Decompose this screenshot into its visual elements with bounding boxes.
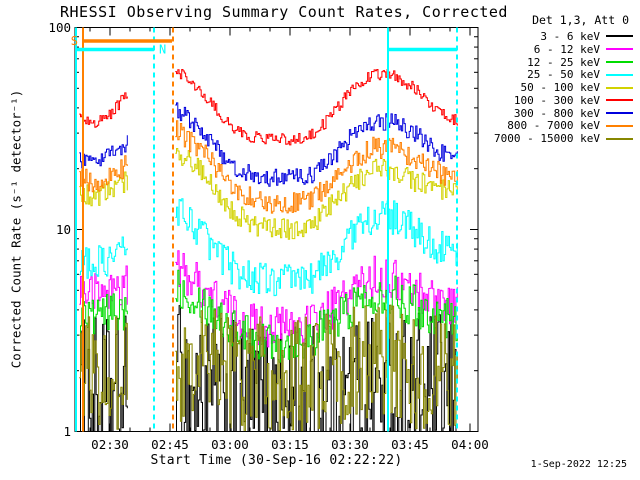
series-12-25keV [79, 293, 128, 336]
legend-item-label: 25 - 50 keV [527, 68, 600, 82]
axes-group: 02:30 02:45 03:00 03:15 03:30 03:45 04:00 100 10… [48, 20, 488, 452]
legend-item-label: 800 - 7000 keV [507, 119, 600, 133]
series-12-25keV [175, 269, 458, 363]
chart-title: RHESSI Observing Summary Count Rates, Co… [60, 3, 508, 21]
legend-item: 100 - 300 keV [420, 94, 635, 107]
series-7000-15000keV [79, 316, 128, 430]
x-tick-label: 03:30 [331, 437, 369, 452]
legend-rows: 3 - 6 keV 6 - 12 keV 12 - 25 keV 25 - 50 ke… [420, 30, 635, 145]
x-tick-label: 03:15 [271, 437, 309, 452]
series-25-50keV [79, 236, 128, 279]
series-300-800keV [175, 102, 458, 187]
y-tick-label: 10 [56, 222, 71, 237]
legend-item-label: 300 - 800 keV [513, 106, 600, 120]
series-800-7000keV [175, 120, 458, 214]
night-label: N [159, 43, 166, 57]
y-tick-label: 100 [48, 20, 71, 35]
legend-item: 300 - 800 keV [420, 107, 635, 120]
x-tick-label: 02:30 [91, 437, 129, 452]
legend-title: Det 1,3, Att 0 [532, 13, 629, 27]
series-25-50keV [175, 198, 458, 297]
series-50-100keV [79, 171, 128, 207]
x-tick-label: 02:45 [151, 437, 189, 452]
legend-item: 7000 - 15000 keV [420, 132, 635, 145]
series-6-12keV [79, 265, 128, 309]
legend-color-line [606, 35, 633, 38]
legend-color-line [606, 112, 633, 115]
y-tick-label: 1 [63, 424, 71, 439]
legend-color-line [606, 48, 633, 51]
legend-item: 12 - 25 keV [420, 56, 635, 69]
series-3-6keV [79, 315, 128, 432]
legend-color-line [606, 124, 633, 127]
legend-color-line [606, 137, 633, 140]
legend-item: 3 - 6 keV [420, 30, 635, 43]
series-group [79, 69, 458, 432]
legend-item: 800 - 7000 keV [420, 119, 635, 133]
x-tick-label: 03:00 [211, 437, 249, 452]
legend-color-line [606, 86, 633, 89]
legend-item-label: 100 - 300 keV [513, 93, 600, 107]
overlays-group: SN [71, 27, 458, 432]
saa-label: S [71, 34, 78, 48]
series-800-7000keV [79, 155, 128, 193]
legend-color-line [606, 99, 633, 102]
legend-item-label: 6 - 12 keV [533, 42, 600, 56]
series-50-100keV [175, 148, 458, 240]
legend-item: 6 - 12 keV [420, 43, 635, 56]
legend-color-line [606, 73, 633, 76]
series-7000-15000keV [175, 304, 458, 432]
series-6-12keV [175, 250, 458, 348]
series-100-300keV [175, 69, 458, 146]
legend-color-line [606, 60, 633, 63]
legend: Det 1,3, Att 0 3 - 6 keV 6 - 12 keV 12 - 2… [420, 13, 635, 145]
legend-item-label: 7000 - 15000 keV [494, 132, 600, 146]
series-100-300keV [79, 92, 128, 128]
series-300-800keV [79, 135, 128, 169]
legend-item: 25 - 50 keV [420, 68, 635, 81]
x-tick-label: 04:00 [451, 437, 489, 452]
legend-item-label: 12 - 25 keV [527, 55, 600, 69]
x-tick-label: 03:45 [391, 437, 429, 452]
legend-item: 50 - 100 keV [420, 81, 635, 94]
x-axis-label: Start Time (30-Sep-16 02:22:22) [150, 453, 403, 468]
legend-item-label: 3 - 6 keV [540, 29, 600, 43]
legend-item-label: 50 - 100 keV [520, 81, 600, 95]
creation-timestamp: 1-Sep-2022 12:25 [530, 459, 627, 470]
